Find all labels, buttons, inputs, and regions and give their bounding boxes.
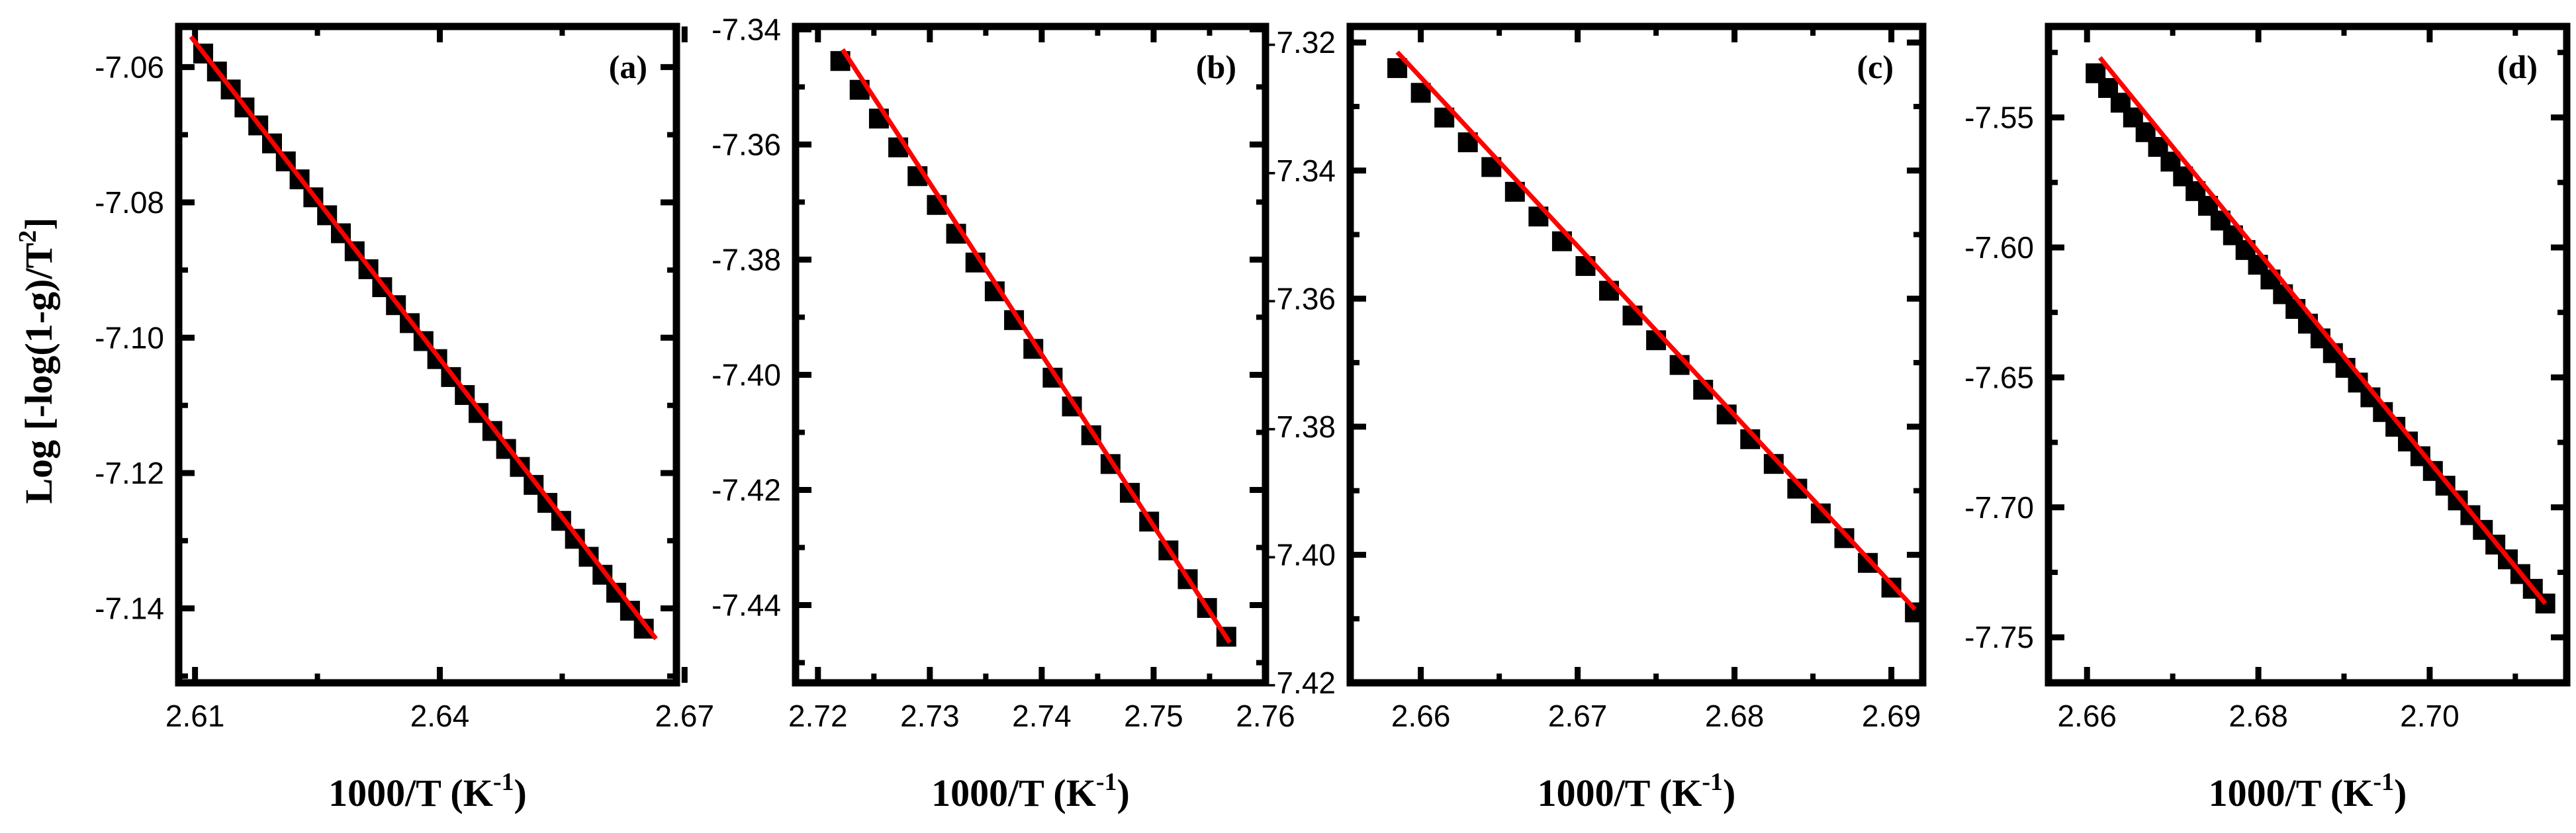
data-point: [1905, 602, 1925, 623]
x-tick-label: 2.66: [2057, 699, 2117, 733]
y-tick-label: -7.40: [712, 357, 781, 392]
plot-frame: [175, 22, 680, 687]
x-tick-label: 2.61: [165, 699, 225, 733]
x-tick-label: 2.68: [2229, 699, 2288, 733]
y-tick-label: -7.60: [1964, 230, 2034, 265]
y-tick-label: -7.36: [712, 127, 781, 161]
x-tick-label: 2.66: [1391, 699, 1451, 733]
x-tick-label: 2.74: [1012, 699, 1072, 733]
x-tick-label: 2.70: [2400, 699, 2460, 733]
panel-label: (d): [2497, 48, 2538, 85]
panel-label: (b): [1196, 48, 1236, 85]
panel-label: (a): [609, 48, 647, 85]
y-tick-label: -7.36: [1266, 281, 1336, 316]
y-tick-label: -7.12: [95, 456, 164, 490]
y-tick-label: -7.34: [712, 12, 781, 46]
fit-line: [189, 35, 658, 640]
y-tick-label: -7.40: [1266, 537, 1336, 572]
y-tick-label: -7.32: [1266, 25, 1336, 60]
y-tick-label: -7.38: [1266, 410, 1336, 444]
x-tick-label: 2.73: [900, 699, 960, 733]
y-tick-label: -7.38: [712, 242, 781, 277]
fit-line: [1395, 50, 1917, 611]
x-tick-label: 2.72: [788, 699, 848, 733]
y-axis-title: Log [-log(1-g)/T2]: [14, 218, 60, 504]
chart-panel: 2.66 2.68 2.70 -7.55 -7.60 -7.65 -7.70 -7.75 (d)…: [1964, 22, 2571, 814]
x-tick-label: 2.75: [1124, 699, 1183, 733]
y-tick-label: -7.08: [95, 185, 164, 220]
y-tick-label: -7.44: [712, 588, 781, 623]
y-tick-label: -7.06: [95, 50, 164, 84]
x-tick-label: 2.64: [410, 699, 470, 733]
x-tick-label: 2.67: [655, 699, 715, 733]
panel-label: (c): [1857, 48, 1894, 85]
y-tick-label: -7.42: [1266, 666, 1336, 700]
y-tick-label: -7.14: [95, 592, 164, 626]
y-tick-label: -7.42: [712, 472, 781, 507]
plot-frame: [2045, 22, 2571, 687]
chart-panel: 2.61 2.64 2.67 -7.06 -7.08 -7.10 -7.12 -7.14 (a)…: [95, 22, 715, 814]
chart-panel: 2.66 2.67 2.68 2.69 -7.32 -7.34 -7.36 -7.38 -7.4…: [1266, 22, 1927, 814]
x-tick-label: 2.69: [1862, 699, 1921, 733]
y-tick-label: -7.70: [1964, 490, 2034, 525]
y-tick-label: -7.34: [1266, 153, 1336, 188]
x-tick-label: 2.67: [1548, 699, 1608, 733]
y-tick-label: -7.10: [95, 320, 164, 355]
x-axis-title: 1000/T (K-1): [2209, 768, 2407, 814]
fit-line: [2097, 56, 2548, 605]
y-tick-label: -7.65: [1964, 360, 2034, 394]
x-tick-label: 2.68: [1705, 699, 1765, 733]
fit-line: [841, 48, 1232, 644]
x-tick-label: 2.76: [1236, 699, 1295, 733]
y-tick-label: -7.75: [1964, 620, 2034, 654]
plot-frame: [792, 22, 1269, 687]
y-tick-label: -7.55: [1964, 101, 2034, 135]
plot-frame: [1346, 22, 1927, 687]
x-axis-title: 1000/T (K-1): [931, 768, 1130, 814]
x-axis-title: 1000/T (K-1): [328, 768, 527, 814]
x-axis-title: 1000/T (K-1): [1538, 768, 1736, 814]
chart-panel: 2.72 2.73 2.74 2.75 2.76 -7.34 -7.36 -7.38 -7.40…: [712, 12, 1295, 814]
